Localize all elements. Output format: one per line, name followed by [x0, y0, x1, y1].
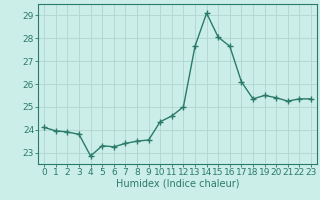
- X-axis label: Humidex (Indice chaleur): Humidex (Indice chaleur): [116, 179, 239, 189]
